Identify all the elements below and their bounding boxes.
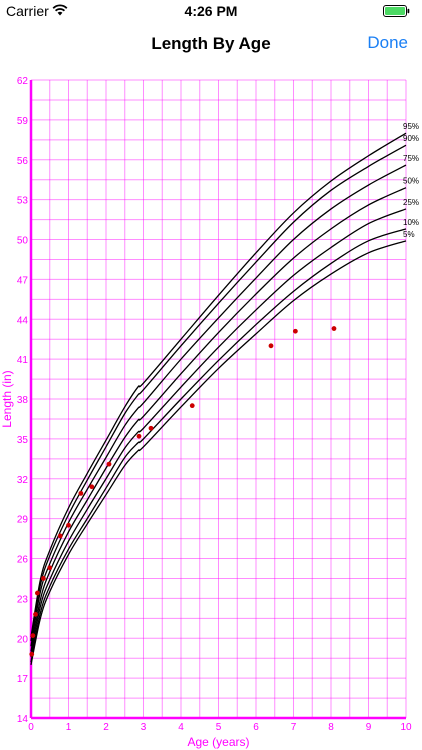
percentile-curve: [30, 187, 407, 652]
measurement-point: [29, 651, 35, 657]
percentile-curve: [30, 164, 407, 647]
x-tick-label: 3: [141, 722, 147, 733]
x-tick-label: 10: [400, 722, 412, 733]
done-button[interactable]: Done: [367, 33, 408, 52]
x-tick-label: 5: [216, 722, 222, 733]
y-tick-label: 56: [17, 156, 29, 167]
y-tick-label: 26: [17, 555, 29, 566]
y-tick-label: 62: [17, 76, 29, 87]
measurement-point: [292, 328, 298, 334]
measurement-point: [189, 403, 195, 409]
measurement-point: [47, 565, 53, 571]
percentile-curve: [30, 228, 407, 663]
growth-chart: 0 1 2 3 4 5 6 7 8 9 101417202326293235384144475053…: [0, 76, 419, 749]
y-tick-label: 23: [17, 594, 29, 605]
y-tick-label: 53: [17, 196, 29, 207]
status-time: 4:26 PM: [184, 3, 238, 19]
percentile-label: 5%: [403, 230, 415, 239]
y-tick-label: 32: [17, 475, 29, 486]
measurement-point: [33, 611, 38, 617]
measurement-point: [40, 576, 46, 581]
measurement-point: [89, 484, 95, 490]
x-tick-label: 2: [103, 722, 109, 733]
y-tick-label: 59: [17, 116, 29, 127]
percentile-label: 50%: [403, 177, 419, 186]
percentile-label: 25%: [403, 198, 419, 207]
percentile-label: 90%: [403, 134, 419, 143]
battery-icon: [383, 5, 410, 17]
measurement-point: [34, 590, 40, 596]
page-title: Length By Age: [151, 34, 271, 53]
measurement-point: [66, 522, 71, 528]
x-tick-label: 0: [28, 722, 34, 733]
x-tick-label: 6: [253, 722, 259, 733]
y-tick-label: 29: [17, 515, 29, 526]
measurement-point: [106, 461, 112, 467]
status-bar: Carrier 4:26 PM: [0, 0, 422, 22]
y-tick-label: 47: [17, 275, 29, 286]
x-tick-label: 8: [328, 722, 334, 733]
y-tick-label: 38: [17, 395, 29, 406]
percentile-curve: [30, 240, 407, 665]
y-tick-label: 20: [17, 634, 29, 645]
y-axis-label: Length (in): [0, 370, 14, 427]
measurement-point: [148, 425, 154, 431]
y-tick-label: 35: [17, 435, 29, 446]
y-tick-label: 41: [17, 355, 29, 366]
y-tick-label: 17: [17, 674, 29, 685]
x-tick-label: 9: [366, 722, 372, 733]
x-tick-label: 1: [66, 722, 72, 733]
measurement-point: [57, 533, 63, 539]
x-axis-label: Age (years): [187, 735, 249, 749]
measurement-point: [30, 633, 36, 638]
wifi-icon: [52, 4, 68, 16]
percentile-curve: [30, 132, 407, 638]
y-tick-label: 50: [17, 236, 29, 247]
measurement-point: [331, 326, 337, 331]
percentile-label: 75%: [403, 154, 419, 163]
measurement-point: [78, 490, 84, 496]
x-tick-label: 4: [178, 722, 184, 733]
navigation-bar: Length By Age Done: [0, 22, 422, 66]
carrier-label: Carrier: [6, 3, 49, 19]
y-tick-label: 44: [17, 315, 29, 326]
percentile-label: 10%: [403, 218, 419, 227]
x-tick-label: 7: [291, 722, 297, 733]
percentile-curve: [30, 208, 407, 657]
measurement-point: [136, 433, 142, 439]
y-tick-label: 14: [17, 714, 29, 725]
measurement-point: [268, 343, 274, 349]
percentile-label: 95%: [403, 122, 419, 131]
